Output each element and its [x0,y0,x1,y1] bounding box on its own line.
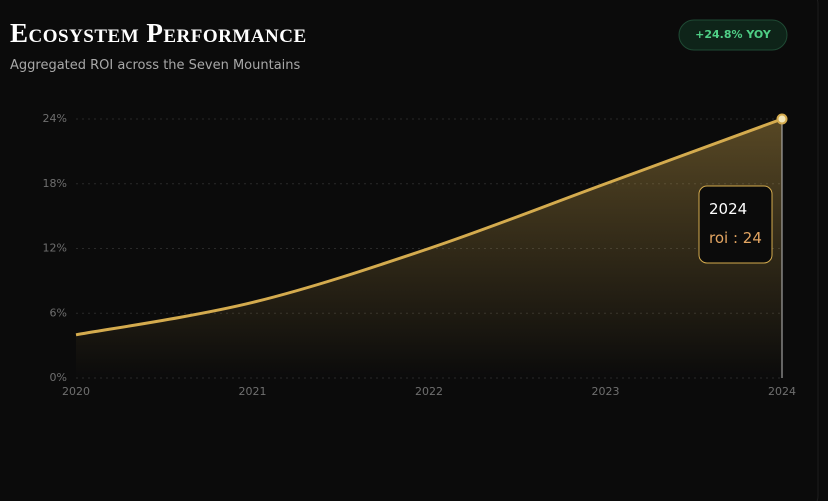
x-tick-label: 2022 [415,385,443,398]
point [776,113,788,125]
y-tick-label: 6% [50,306,67,319]
badge-bg [678,19,788,51]
subtitle: Aggregated ROI across the Seven Mountain… [10,58,301,73]
y-tick-label: 12% [43,242,67,255]
title: Ecosystem Performance [10,18,307,48]
tooltip-text: roi : 24 [709,229,762,247]
tooltip-box [698,185,773,264]
y-tick-label: 18% [43,177,67,190]
x-tick-label: 2021 [239,385,267,398]
x-tick-label: 2020 [62,385,90,398]
y-tick-label: 0% [50,371,67,384]
x-tick-label: 2024 [768,385,796,398]
line [75,117,783,337]
x-tick-label: 2023 [592,385,620,398]
badge: +24.8% YOY [695,28,772,41]
tooltip-title: 2024 [709,200,747,218]
y-tick-label: 24% [43,112,67,125]
